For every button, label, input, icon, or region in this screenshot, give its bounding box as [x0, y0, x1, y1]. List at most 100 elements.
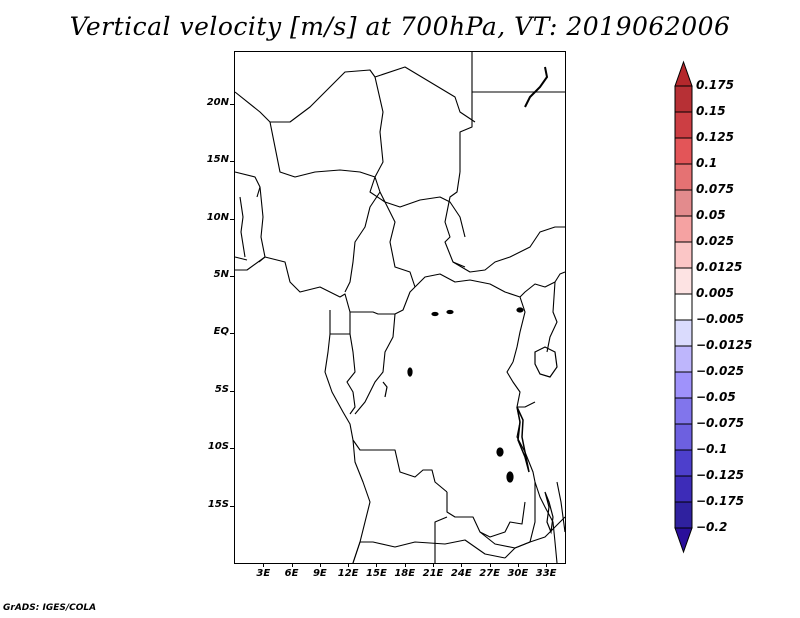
y-tick-mark — [230, 448, 234, 450]
border-drc-zambia — [479, 482, 536, 549]
y-tick-mark — [230, 390, 234, 392]
chart-title: Vertical velocity [m/s] at 700hPa, VT: 2… — [69, 12, 731, 41]
border-gabon-congo — [346, 333, 356, 415]
border-nigeria-cameroon — [344, 176, 381, 293]
colorbar-swatch — [674, 449, 693, 477]
x-tick-mark — [376, 563, 378, 567]
country-boundaries — [234, 52, 566, 564]
x-tick-mark — [517, 563, 519, 567]
border-angola-zambia — [434, 516, 448, 563]
y-tick-label: 10S — [207, 441, 229, 453]
border-zambia-zimbabwe — [504, 516, 566, 559]
colorbar-label: 0.025 — [696, 234, 734, 248]
border-mozambique — [556, 481, 566, 533]
colorbar-label: 0.05 — [696, 208, 726, 222]
border-niger-nigeria — [269, 121, 376, 178]
border-drc-angola-north — [352, 439, 448, 493]
colorbar-label: −0.125 — [696, 468, 745, 482]
lake-nasser — [524, 66, 549, 108]
border-benin-nigeria — [258, 186, 266, 263]
border-togo — [239, 196, 246, 258]
x-tick-mark — [489, 563, 491, 567]
colorbar-label: 0.125 — [696, 130, 734, 144]
colorbar-swatch — [674, 293, 693, 321]
lake-small-2 — [431, 311, 439, 317]
coast-gabon — [324, 333, 354, 441]
colorbar-label: 0.075 — [696, 182, 734, 196]
colorbar-swatch — [674, 241, 693, 269]
colorbar-extend-max-arrow — [674, 60, 693, 87]
colorbar-label: 0.005 — [696, 286, 734, 300]
x-tick-mark — [433, 563, 434, 567]
x-tick-mark — [348, 563, 350, 567]
colorbar-swatch — [674, 267, 693, 295]
x-tick-label: 27E — [479, 568, 500, 579]
border-car-chad — [384, 196, 466, 238]
lake-tanganyika — [516, 406, 530, 473]
colorbar-extend-min-arrow — [674, 527, 693, 554]
x-tick-label: 3E — [256, 568, 271, 579]
colorbar: 0.175 0.15 0.125 0.1 0.075 0.05 0.025 0.0125 0.0… — [660, 60, 800, 560]
x-tick-label: 33E — [535, 568, 557, 579]
border-ghana — [234, 256, 248, 261]
y-tick-mark — [230, 275, 234, 277]
border-drc-angola-east — [446, 492, 526, 538]
border-congo-drc — [354, 286, 416, 415]
colorbar-swatch — [674, 423, 693, 451]
colorbar-swatches — [674, 60, 693, 554]
border-tanzania-malawi — [534, 481, 558, 564]
border-south-sudan-drc — [519, 271, 566, 298]
colorbar-label: 0.15 — [696, 104, 726, 118]
lake-small-3 — [446, 309, 454, 315]
border-eq-guinea — [329, 310, 351, 335]
colorbar-label: 0.0125 — [696, 260, 743, 274]
border-egypt-sudan — [471, 52, 565, 93]
x-tick-label: 30E — [507, 568, 529, 579]
x-tick-label: 21E — [422, 568, 444, 579]
map-plot-area — [234, 52, 566, 564]
border-niger-chad — [369, 76, 386, 203]
lake-small-1 — [516, 307, 524, 313]
colorbar-swatch — [674, 111, 693, 139]
border-uganda-drc — [512, 296, 526, 363]
y-tick-mark — [230, 218, 234, 220]
x-tick-label: 18E — [394, 568, 416, 579]
x-tick-mark — [291, 563, 293, 567]
lake-malawi — [544, 491, 554, 535]
y-tick-label: 20N — [206, 96, 229, 108]
lake-victoria — [534, 346, 558, 378]
border-sudan-south-sudan — [452, 226, 565, 273]
x-tick-label: 9E — [312, 568, 327, 579]
lake-kivu — [496, 447, 504, 457]
y-tick-label: 5N — [213, 268, 229, 280]
lake-small-4 — [407, 367, 413, 377]
colorbar-swatch — [674, 501, 693, 529]
border-angola-namibia — [352, 539, 506, 564]
border-libya-sudan — [459, 92, 473, 172]
colorbar-label: 0.1 — [696, 156, 718, 170]
border-rwanda-burundi — [506, 361, 536, 408]
colorbar-label: −0.1 — [696, 442, 728, 456]
lake-mweru — [506, 471, 514, 483]
y-tick-label: 5S — [214, 383, 229, 395]
y-tick-label: 15S — [207, 498, 229, 510]
colorbar-swatch — [674, 371, 693, 399]
y-tick-mark — [230, 103, 234, 105]
border-cameroon-gabon — [350, 311, 395, 315]
colorbar-label: −0.05 — [696, 390, 736, 404]
colorbar-label: −0.025 — [696, 364, 745, 378]
x-tick-label: 6E — [284, 568, 299, 579]
border-algeria-niger — [234, 66, 476, 123]
colorbar-swatch — [674, 163, 693, 191]
colorbar-swatch — [674, 475, 693, 503]
colorbar-label: −0.175 — [696, 494, 745, 508]
border-chad-sudan — [444, 171, 466, 268]
y-tick-label: 10N — [206, 211, 229, 223]
border-car-drc — [414, 273, 521, 298]
colorbar-label: 0.175 — [696, 78, 734, 92]
y-tick-mark — [230, 505, 234, 507]
x-tick-mark — [461, 563, 463, 567]
coast-angola — [352, 439, 371, 564]
x-tick-label: 15E — [366, 568, 387, 579]
border-uganda-kenya — [546, 281, 558, 353]
